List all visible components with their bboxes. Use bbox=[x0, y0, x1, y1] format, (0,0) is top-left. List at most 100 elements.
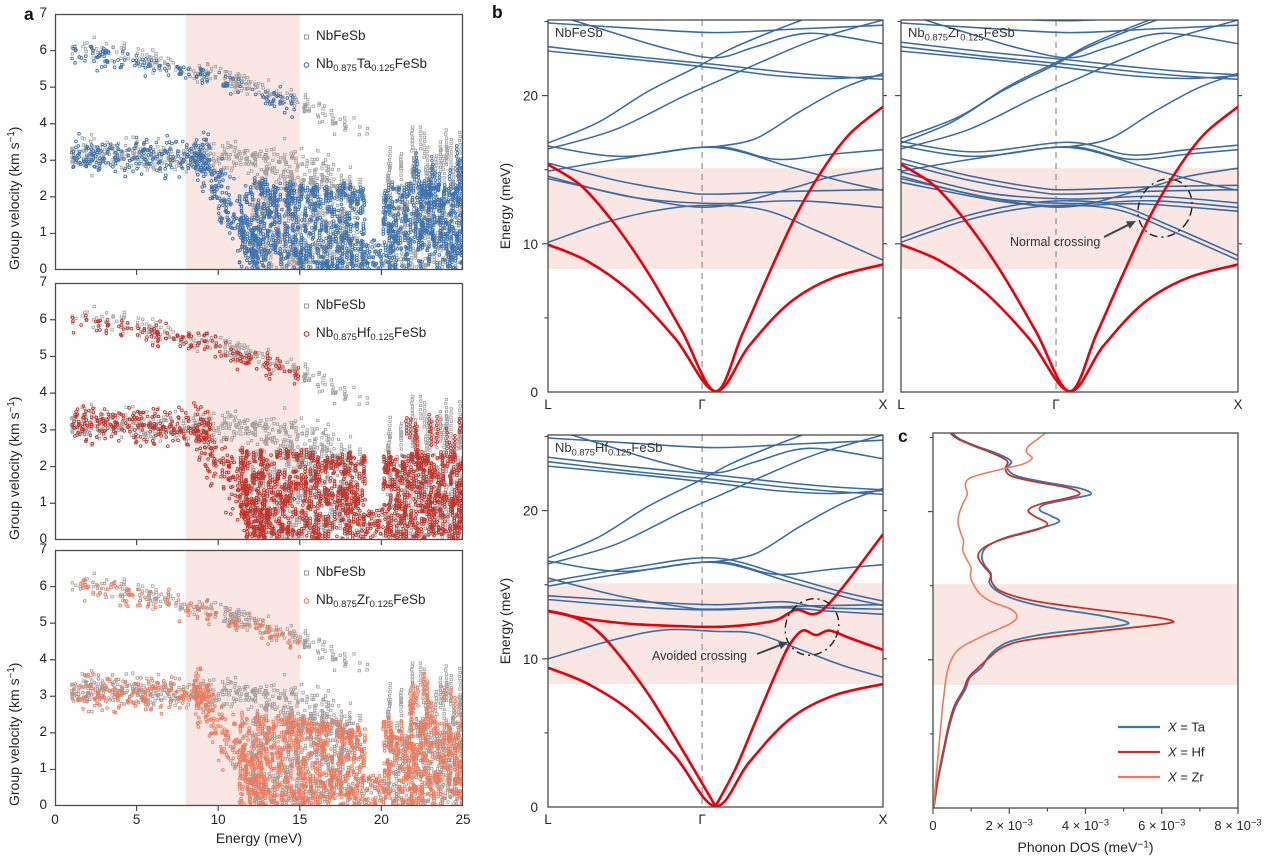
optical-branch bbox=[548, 22, 883, 34]
annotation-arrow-line bbox=[1103, 222, 1132, 238]
plot-frame bbox=[547, 434, 884, 808]
dos-tick-label: 2 × 10−3 bbox=[986, 817, 1033, 833]
y-tick-label: 6 bbox=[39, 41, 47, 57]
x-tick-label: 15 bbox=[292, 812, 308, 827]
y-tick-label: 0 bbox=[39, 261, 47, 276]
optical-branch bbox=[901, 204, 1238, 261]
y-tick-label: 0 bbox=[39, 531, 47, 546]
optical-branch bbox=[901, 22, 1238, 34]
energy-tick-label: 10 bbox=[523, 237, 538, 252]
energy-tick-label: 0 bbox=[530, 385, 538, 400]
optical-branch bbox=[715, 72, 883, 148]
y-tick-label: 2 bbox=[39, 457, 47, 473]
band-panel-title: NbFeSb bbox=[555, 25, 603, 40]
optical-branch bbox=[548, 628, 883, 679]
phonon-filter-band bbox=[548, 168, 883, 269]
y-tick-label: 7 bbox=[39, 274, 47, 289]
energy-tick-label: 10 bbox=[523, 652, 538, 667]
optical-branch bbox=[901, 171, 1238, 204]
dos-curve-Zr bbox=[933, 433, 1046, 808]
plot-frame bbox=[547, 19, 884, 393]
y-tick-label: 5 bbox=[39, 614, 47, 630]
dos-legend-label: X = Ta bbox=[1167, 720, 1206, 735]
k-point-label: Γ bbox=[1052, 397, 1060, 412]
optical-branch bbox=[901, 162, 1238, 195]
phonon-filter-band bbox=[933, 584, 1238, 685]
acoustic-branch bbox=[714, 629, 883, 807]
y-tick-label: 3 bbox=[39, 420, 47, 436]
k-point-label: X bbox=[878, 812, 887, 827]
x-axis-title-dos: Phonon DOS (meV−1) bbox=[1017, 839, 1153, 855]
y-tick-label: 4 bbox=[39, 650, 47, 666]
legend-label-NbFeSb: NbFeSb bbox=[316, 28, 366, 43]
k-point-label: L bbox=[544, 397, 552, 412]
optical-branch bbox=[548, 460, 883, 496]
optical-branch bbox=[548, 204, 883, 261]
acoustic-branch bbox=[548, 105, 883, 392]
y-tick-label: 6 bbox=[39, 577, 47, 593]
energy-tick-label: 20 bbox=[523, 504, 538, 519]
y-tick-label: 4 bbox=[39, 384, 47, 400]
y-axis-title-bands: Energy (meV) bbox=[497, 163, 513, 249]
y-tick-label: 1 bbox=[39, 494, 47, 510]
x-tick-label: 5 bbox=[132, 812, 141, 827]
dos-legend-label: X = Zr bbox=[1167, 770, 1204, 785]
y-tick-label: 3 bbox=[39, 687, 47, 703]
acoustic-branch bbox=[901, 105, 1238, 392]
x-tick-label: 20 bbox=[373, 812, 389, 827]
optical-branch bbox=[569, 435, 883, 474]
crossing-annotation-text: Normal crossing bbox=[1010, 235, 1100, 249]
panel-label-b: b bbox=[492, 2, 503, 22]
optical-branch bbox=[901, 20, 1152, 140]
x-tick-label: 25 bbox=[455, 812, 471, 827]
dos-curve-Hf bbox=[933, 433, 1175, 808]
optical-branch bbox=[1018, 20, 1107, 22]
optical-branch bbox=[901, 50, 1238, 80]
band-panel-b1: 0 10 20 Energy (meV) L Γ X NbFeSb bbox=[497, 19, 888, 412]
k-point-label: L bbox=[897, 397, 905, 412]
k-point-label: X bbox=[1233, 397, 1242, 412]
optical-branch bbox=[548, 595, 883, 610]
y-tick-label: 5 bbox=[39, 78, 47, 94]
y-tick-label: 2 bbox=[39, 187, 47, 203]
legend-label-NbFeSb: NbFeSb bbox=[316, 564, 366, 579]
optical-branch bbox=[548, 146, 883, 192]
optical-branch bbox=[548, 167, 883, 208]
optical-branch bbox=[569, 20, 883, 59]
y-tick-label: 3 bbox=[39, 151, 47, 167]
annotation-arrow-line bbox=[756, 643, 783, 655]
dos-curve-Ta bbox=[933, 433, 1130, 808]
optical-branch bbox=[548, 598, 883, 616]
optical-branch bbox=[548, 20, 805, 144]
panel-a-scatter-canvas bbox=[0, 0, 480, 861]
dos-tick-label: 6 × 10−3 bbox=[1138, 817, 1185, 833]
k-point-label: X bbox=[878, 397, 887, 412]
optical-branch bbox=[548, 435, 805, 559]
panel-label-c: c bbox=[898, 426, 908, 446]
optical-branch bbox=[548, 162, 883, 195]
dos-panel: 0 2 × 10−3 4 × 10−3 6 × 10−3 8 × 10−3 Phonon … bbox=[928, 432, 1262, 855]
y-tick-label: 0 bbox=[39, 797, 47, 812]
optical-branch bbox=[548, 45, 883, 81]
legend-label-NbFeSb: NbFeSb bbox=[316, 297, 366, 312]
band-panel-b3: 0 10 20 Energy (meV) L Γ X Nb0.875Hf0.125FeSb Av… bbox=[497, 434, 888, 827]
y-tick-label: 5 bbox=[39, 347, 47, 363]
energy-tick-label: 0 bbox=[530, 800, 538, 815]
energy-tick-label: 20 bbox=[523, 89, 538, 104]
optical-branch bbox=[548, 437, 883, 449]
optical-branch bbox=[548, 435, 883, 565]
optical-branch bbox=[901, 167, 1238, 208]
x-tick-label: 0 bbox=[51, 812, 59, 827]
band-panel-b2: L Γ X Nb0.875Zr0.125FeSb Normal crossing bbox=[895, 19, 1243, 412]
legend-label-Nb0.875Hf0.125FeSb: Nb0.875Hf0.125FeSb bbox=[316, 325, 427, 343]
y-tick-label: 6 bbox=[39, 310, 47, 326]
y-tick-label: 7 bbox=[39, 541, 47, 556]
y-tick-label: 1 bbox=[39, 224, 47, 240]
optical-branch bbox=[901, 157, 1238, 191]
band-panel-title: Nb0.875Zr0.125FeSb bbox=[908, 25, 1015, 42]
optical-branch bbox=[548, 20, 883, 150]
crossing-annotation-text: Avoided crossing bbox=[652, 649, 747, 663]
optical-branch bbox=[922, 20, 1238, 59]
optical-branch bbox=[548, 561, 883, 607]
